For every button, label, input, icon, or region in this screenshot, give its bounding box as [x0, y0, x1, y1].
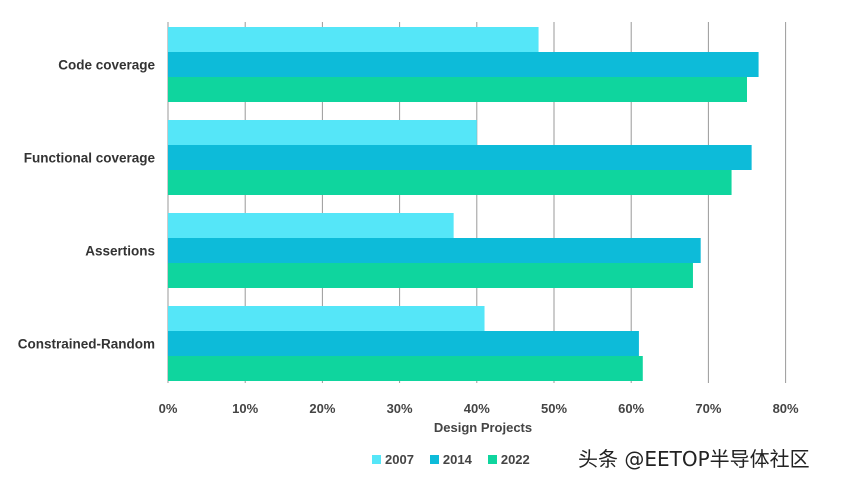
category-labels: Code coverage Functional coverage Assertio… [18, 58, 156, 352]
x-tick-label: 10% [232, 401, 258, 416]
bar-2007 [168, 120, 477, 145]
x-axis-title: Design Projects [434, 420, 532, 435]
bar-2014 [168, 145, 752, 170]
x-tick-labels: 0% 10% 20% 30% 40% 50% 60% 70% 80% [159, 401, 799, 416]
x-tick-label: 80% [773, 401, 799, 416]
legend-item-2007: 2007 [372, 452, 414, 467]
bar-2022 [168, 263, 693, 288]
x-tick-label: 50% [541, 401, 567, 416]
x-tick-label: 0% [159, 401, 178, 416]
bar-2007 [168, 213, 454, 238]
bar-2014 [168, 331, 639, 356]
bar-2014 [168, 52, 759, 77]
category-label: Assertions [85, 244, 155, 259]
legend-swatch [429, 454, 439, 464]
watermark: 头条 @EETOP半导体社区 [578, 447, 810, 471]
x-tick-label: 20% [309, 401, 335, 416]
category-label: Code coverage [58, 58, 155, 73]
legend-swatch [487, 454, 497, 464]
bar-2022 [168, 170, 732, 195]
bar-2022 [168, 356, 643, 381]
x-tick-label: 60% [618, 401, 644, 416]
category-label: Constrained-Random [18, 337, 155, 352]
legend-label: 2014 [442, 451, 472, 467]
legend-label: 2007 [385, 451, 414, 467]
legend-item-2014: 2014 [429, 451, 472, 467]
bar-2007 [168, 306, 485, 331]
x-tick-label: 30% [387, 401, 413, 416]
bars [168, 27, 759, 381]
x-tick-label: 70% [695, 401, 721, 416]
bar-2014 [168, 238, 701, 263]
bar-2022 [168, 77, 747, 102]
legend-swatch [372, 454, 381, 464]
category-label: Functional coverage [24, 151, 156, 166]
legend-label: 2022 [500, 451, 530, 467]
legend-item-2022: 2022 [487, 451, 530, 467]
legend: 2007 2014 2022 [372, 450, 530, 468]
x-tick-label: 40% [464, 401, 490, 416]
bar-2007 [168, 27, 539, 52]
